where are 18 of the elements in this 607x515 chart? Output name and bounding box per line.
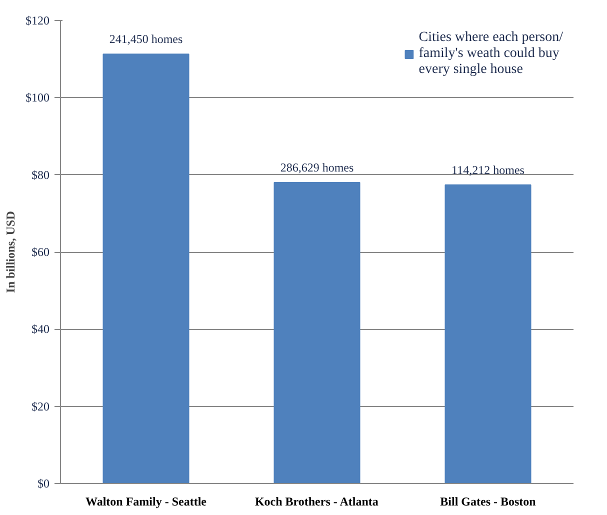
y-tick-label: $0	[38, 476, 50, 490]
x-tick-label: Koch Brothers - Atlanta	[254, 494, 378, 508]
y-tick-label: $100	[26, 90, 50, 105]
bar	[444, 184, 532, 484]
annotation: 114,212 homes	[452, 162, 525, 177]
annotation: 286,629 homes	[280, 160, 354, 175]
y-tick-label: $120	[26, 14, 50, 28]
bar	[102, 54, 190, 484]
y-axis-title: In billions, USD	[4, 210, 18, 293]
legend-label: Cities where each person/ family's weath could buy every single house	[418, 30, 563, 78]
annotation: 241,450 homes	[109, 32, 183, 46]
y-tick-label: $40	[32, 322, 50, 336]
x-tick-label: Walton Family - Seattle	[86, 494, 208, 508]
x-tick-label: Bill Gates - Boston	[440, 494, 536, 508]
y-tick-label: $60	[32, 245, 50, 259]
y-tick-label: $80	[32, 168, 50, 182]
y-tick-label: $20	[32, 399, 50, 414]
bar	[274, 182, 360, 484]
